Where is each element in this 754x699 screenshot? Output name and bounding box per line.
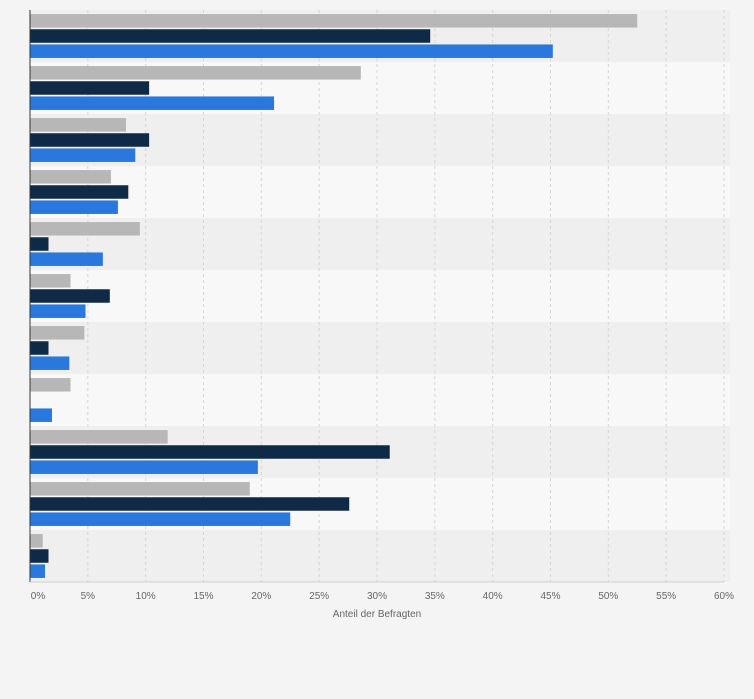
bar[interactable]: [30, 430, 168, 444]
category-band: [30, 166, 730, 218]
bar[interactable]: [30, 170, 111, 184]
bar[interactable]: [30, 460, 258, 474]
bar[interactable]: [30, 549, 49, 563]
category-band: [30, 530, 730, 582]
bar[interactable]: [30, 512, 291, 526]
bars: [30, 14, 638, 578]
bar[interactable]: [30, 341, 49, 355]
x-tick-label: 5%: [81, 591, 96, 602]
category-band: [30, 374, 730, 426]
bar[interactable]: [30, 237, 49, 251]
bar[interactable]: [30, 252, 103, 266]
category-bands: [30, 10, 730, 582]
x-tick-label: 40%: [483, 591, 503, 602]
x-axis-title: Anteil der Befragten: [333, 609, 421, 620]
x-tick-label: 35%: [425, 591, 445, 602]
bar[interactable]: [30, 222, 140, 236]
x-tick-label: 20%: [251, 591, 271, 602]
bar[interactable]: [30, 274, 71, 288]
bar[interactable]: [30, 44, 553, 58]
bar[interactable]: [30, 408, 52, 422]
bar[interactable]: [30, 289, 110, 303]
x-tick-label: 25%: [309, 591, 329, 602]
bar[interactable]: [30, 378, 71, 392]
x-tick-label: 0%: [31, 591, 46, 602]
bar[interactable]: [30, 564, 46, 578]
x-tick-label: 60%: [714, 591, 734, 602]
category-band: [30, 322, 730, 374]
bar[interactable]: [30, 148, 136, 162]
bar[interactable]: [30, 445, 390, 459]
bar[interactable]: [30, 29, 431, 43]
bar[interactable]: [30, 133, 150, 147]
bar[interactable]: [30, 497, 350, 511]
bar[interactable]: [30, 534, 43, 548]
bar[interactable]: [30, 118, 127, 132]
x-tick-label: 55%: [656, 591, 676, 602]
bar[interactable]: [30, 66, 361, 80]
bar[interactable]: [30, 326, 85, 340]
category-band: [30, 218, 730, 270]
bar[interactable]: [30, 14, 638, 28]
bar[interactable]: [30, 304, 86, 318]
bar[interactable]: [30, 356, 70, 370]
x-tick-label: 45%: [540, 591, 560, 602]
bar[interactable]: [30, 200, 118, 214]
axes: 0% 5% 10% 15% 20% 25% 30% 35% 40% 45% 50% 55% 60%: [29, 10, 734, 602]
x-tick-label: 30%: [367, 591, 387, 602]
bar[interactable]: [30, 185, 129, 199]
x-tick-label: 10%: [136, 591, 156, 602]
bar[interactable]: [30, 81, 150, 95]
x-tick-label: 15%: [193, 591, 213, 602]
bar[interactable]: [30, 96, 275, 110]
x-tick-label: 50%: [598, 591, 618, 602]
bar[interactable]: [30, 482, 250, 496]
category-band: [30, 270, 730, 322]
